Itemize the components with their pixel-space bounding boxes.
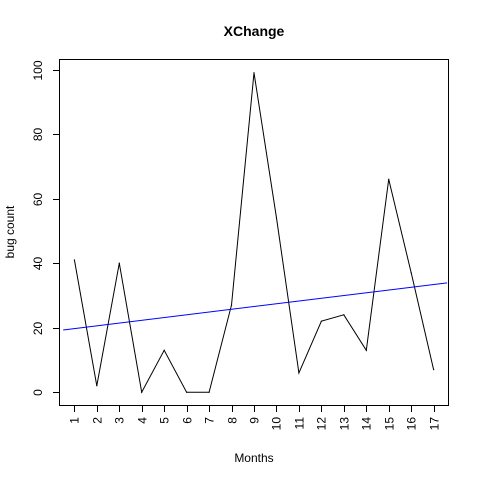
y-tick-label: 80 (31, 128, 45, 142)
y-tick-label: 0 (31, 389, 45, 396)
data-point (253, 72, 255, 74)
x-tick-label: 2 (91, 417, 105, 424)
data-point (208, 391, 210, 393)
data-point (388, 178, 390, 180)
x-tick-label: 11 (293, 417, 307, 430)
data-point (186, 391, 188, 393)
series-line-1 (73, 72, 435, 394)
x-tick-label: 4 (136, 417, 150, 424)
x-tick-label: 6 (181, 417, 195, 424)
x-tick-label: 14 (360, 417, 374, 431)
plot-area-frame (59, 59, 449, 406)
x-tick-label: 9 (248, 417, 262, 424)
x-tick-label: 3 (113, 417, 127, 424)
y-axis-label: bug count (3, 205, 17, 258)
data-point (141, 391, 143, 393)
data-point (298, 372, 300, 374)
data-point (96, 385, 98, 387)
y-tick-label: 60 (31, 193, 45, 207)
y-tick-label: 40 (31, 257, 45, 271)
x-tick-label: 1 (68, 417, 82, 424)
data-point (275, 217, 278, 219)
data-point (433, 369, 435, 371)
chart-title: XChange (224, 23, 285, 39)
data-point (343, 314, 345, 316)
data-point (118, 262, 120, 264)
x-tick-label: 15 (383, 417, 397, 431)
data-point (163, 349, 165, 351)
data-point (410, 272, 412, 274)
trend-line (63, 282, 448, 331)
data-point (365, 349, 367, 351)
x-tick-label: 8 (226, 417, 240, 424)
x-tick-label: 7 (203, 417, 217, 424)
x-tick-label: 13 (338, 417, 352, 431)
data-point (73, 259, 75, 261)
x-tick-label: 16 (405, 417, 419, 431)
x-tick-label: 5 (158, 417, 172, 424)
x-tick-label: 17 (428, 417, 442, 431)
x-tick-label: 10 (270, 417, 284, 431)
x-axis-label: Months (234, 451, 273, 465)
x-axis: 1 2 3 4 5 6 7 8 9 10 11 12 13 14 15 16 17 (68, 405, 442, 430)
y-axis: 0 20 40 60 80 100 (31, 60, 60, 396)
data-point (320, 320, 322, 322)
series-layer (63, 72, 448, 394)
x-tick-label: 12 (315, 417, 329, 431)
y-tick-label: 100 (31, 60, 45, 80)
y-tick-label: 20 (31, 322, 45, 336)
data-point (230, 304, 233, 306)
